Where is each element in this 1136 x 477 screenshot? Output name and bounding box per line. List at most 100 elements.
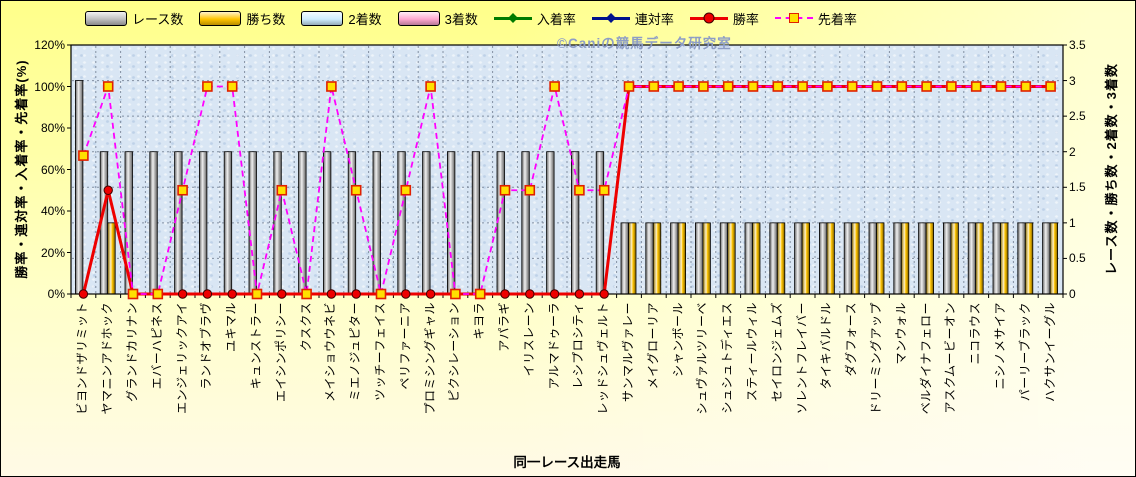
legend-bar-swatch-icon [85,10,127,26]
marker-先着率 [152,288,164,300]
bar-レース数 [819,222,828,295]
bar-レース数 [546,151,555,295]
y-left-tick-label: 0% [47,287,65,301]
line-先着率 [82,85,1051,295]
legend-bar-swatch-icon [199,10,242,26]
y-right-tick-label: 0 [1069,287,1076,301]
bar-レース数 [843,222,853,295]
marker-勝率 [78,289,89,299]
x-axis-label: ハクサンイーグル [1042,302,1057,403]
y-right-tick-label: 2.5 [1069,109,1086,124]
bar-レース数 [149,151,158,295]
bar-レース数 [75,80,84,295]
bar-勝ち数 [677,222,686,295]
x-axis-label: ベルダイナフェロー [918,302,933,415]
marker-先着率 [846,81,858,92]
x-axis-label: ペリファーニア [397,302,412,390]
x-axis-label: キュンストラー [249,302,263,390]
bar-勝ち数 [975,222,984,295]
x-axis-label: アスクムービーオン [943,302,958,414]
x-axis-label: ミエノジュピター [348,302,363,402]
marker-先着率 [623,81,635,92]
x-axis-label: ソレントフレイバー [794,302,809,415]
marker-先着率 [301,288,312,300]
marker-勝率 [227,289,237,299]
legend-item-4: 3着数 [397,9,478,28]
bar-勝ち数 [851,222,860,295]
x-axis-label: エイシンポリシー [273,302,288,403]
bar-勝ち数 [925,222,934,295]
y-right-tick-label: 3.5 [1069,38,1086,52]
bar-勝ち数 [801,222,810,295]
x-axis-label: ビヨンドザリミット [75,302,90,415]
x-axis-label: パーリーブラック [1017,302,1032,402]
marker-勝率 [525,289,535,299]
marker-先着率 [78,150,89,161]
bar-レース数 [223,151,233,295]
y-left-tick-label: 60% [40,162,65,177]
x-axis-label: ニコラウス [968,302,983,365]
bar-勝ち数 [1049,222,1058,295]
marker-先着率 [797,81,808,92]
y-left-tick-label: 120% [34,38,65,52]
marker-先着率 [400,184,412,196]
bar-勝ち数 [702,222,711,295]
x-axis-label: グランドカリナン [125,302,139,403]
bar-レース数 [943,222,952,295]
bar-レース数 [372,151,381,295]
marker-先着率 [326,81,337,92]
legend-item-label: レース数 [132,11,184,27]
legend-bar-swatch-icon [301,10,344,26]
marker-先着率 [673,81,684,92]
marker-先着率 [127,288,139,300]
x-axis-label: サンマルヴァレー [621,302,635,403]
bar-レース数 [1017,222,1026,295]
x-axis-label: マンウォル [893,302,908,365]
marker-先着率 [226,81,238,92]
y-left-tick-label: 100% [34,79,65,94]
marker-先着率 [871,81,883,92]
marker-勝率 [401,289,411,299]
y-right-tick-label: 1 [1069,215,1076,230]
bar-レース数 [422,151,431,295]
bar-レース数 [719,222,729,295]
x-axis-label: ピクシレーション [447,302,462,402]
marker-先着率 [450,288,461,300]
bar-勝ち数 [776,222,786,295]
marker-先着率 [772,81,784,92]
bar-レース数 [273,151,282,295]
bar-レース数 [670,222,679,295]
marker-勝率 [425,289,436,299]
marker-先着率 [722,81,734,92]
marker-先着率 [896,81,908,92]
marker-先着率 [425,81,436,92]
bar-レース数 [248,151,257,295]
x-axis-label: レシプロシティ [571,302,586,389]
legend-line-swatch-icon [689,12,728,25]
marker-先着率 [202,81,213,92]
marker-勝率 [202,289,213,299]
bar-レース数 [471,151,481,295]
marker-先着率 [474,288,486,300]
bar-レース数 [992,222,1001,295]
legend-line-swatch-icon [591,12,630,25]
bar-勝ち数 [1000,222,1009,295]
marker-勝率 [177,289,188,299]
y-right-tick-label: 0.5 [1069,251,1086,266]
marker-先着率 [375,288,387,300]
marker-先着率 [574,184,585,196]
x-axis-label: ヤマニンアドホック [100,302,115,415]
bar-レース数 [620,222,629,295]
x-axis-label: プロミシングギャル [422,302,437,415]
bar-レース数 [744,222,753,295]
marker-勝率 [574,289,585,299]
x-axis-title: 同一レース出走馬 [513,455,621,470]
x-axis-label: ユキマル [224,302,239,353]
x-axis-label: シュヴァルツリーベ [695,302,710,415]
bar-レース数 [645,222,654,295]
bar-レース数 [794,222,803,295]
watermark: ©Caniの競馬データ研究室 [557,36,732,51]
bar-勝ち数 [727,222,736,295]
legend-bar-swatch-icon [397,10,440,26]
